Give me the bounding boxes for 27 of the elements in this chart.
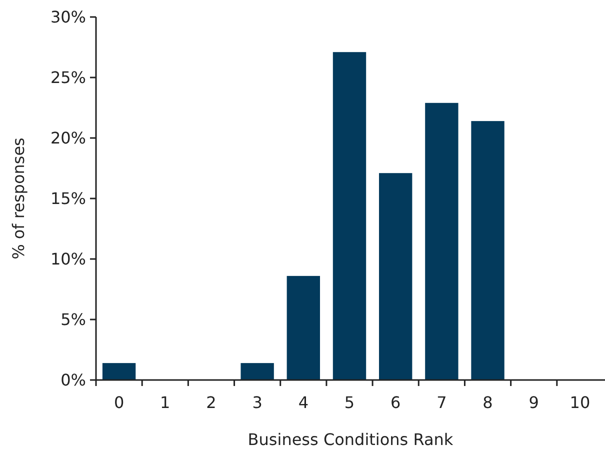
x-axis-title: Business Conditions Rank — [248, 430, 454, 449]
y-tick-label: 15% — [50, 189, 86, 208]
bar — [332, 52, 366, 380]
y-tick-label: 20% — [50, 128, 86, 148]
x-tick-label: 10 — [570, 393, 590, 412]
y-tick-label: 30% — [50, 8, 86, 27]
x-tick-label: 5 — [344, 393, 355, 412]
y-tick-label: 0% — [60, 370, 86, 390]
y-tick-label: 5% — [60, 310, 86, 330]
x-tick-label: 9 — [528, 393, 539, 412]
y-axis-title: % of responses — [9, 138, 28, 260]
bar — [379, 173, 412, 380]
x-tick-label: 7 — [436, 393, 447, 412]
y-tick-label: 25% — [50, 68, 86, 88]
bar — [102, 363, 136, 380]
bar — [471, 121, 504, 380]
bar — [240, 363, 274, 380]
x-tick-label: 1 — [160, 393, 170, 412]
y-tick-label: 10% — [50, 250, 86, 269]
x-tick-label: 8 — [482, 393, 493, 412]
x-tick-label: 4 — [298, 393, 309, 412]
bar — [286, 276, 320, 380]
x-tick-label: 6 — [390, 393, 401, 412]
bar — [425, 102, 458, 380]
x-tick-label: 3 — [252, 393, 262, 412]
x-tick-label: 0 — [114, 393, 124, 412]
x-tick-label: 2 — [206, 393, 216, 412]
